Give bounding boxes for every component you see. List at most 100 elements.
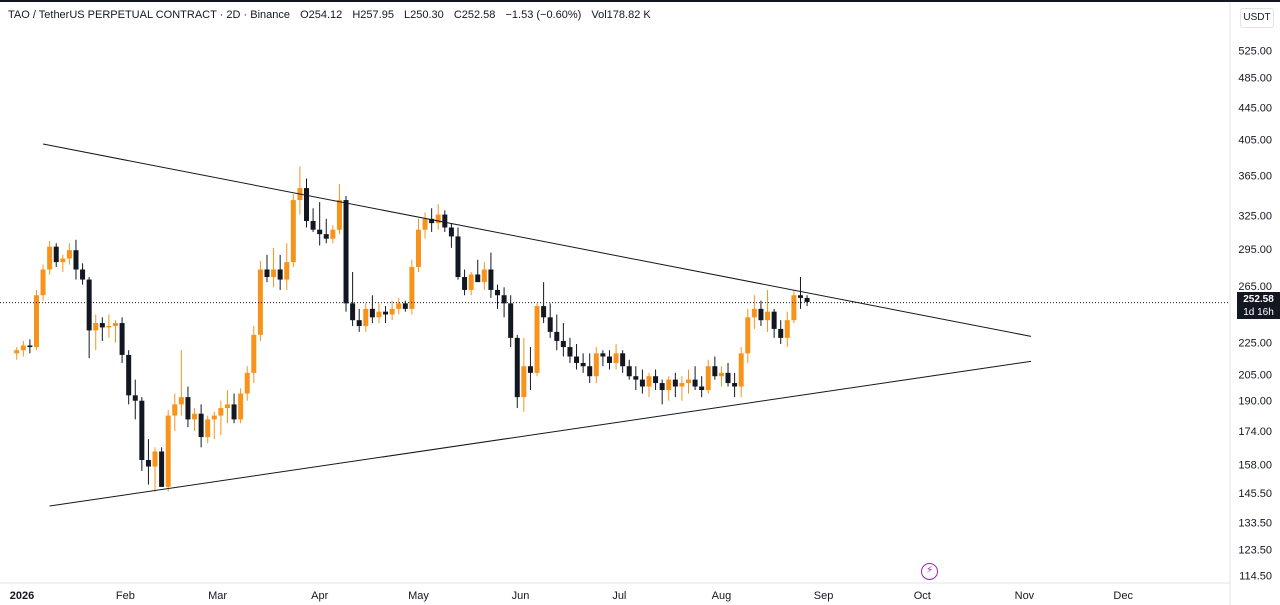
candle-body: [47, 246, 53, 270]
candle-body: [699, 386, 705, 391]
candle-body: [172, 404, 178, 416]
candle-body: [389, 308, 395, 315]
price-tick-label: 405.00: [1238, 135, 1272, 147]
candle-body: [784, 320, 790, 338]
candle-body: [606, 356, 612, 363]
candle-body: [797, 295, 803, 298]
candle-body: [383, 311, 389, 315]
price-axis[interactable]: 525.00 485.00 445.00 405.00 365.00 325.00 295.…: [1238, 45, 1272, 582]
candle-body: [350, 303, 356, 321]
time-tick-label: 2026: [10, 590, 34, 602]
candle-body: [659, 383, 665, 391]
candle-body: [422, 218, 428, 230]
candle-body: [633, 376, 639, 380]
price-tick-label: 114.50: [1239, 570, 1272, 582]
candle-body: [33, 295, 39, 348]
candle-body: [600, 353, 606, 357]
candle-body: [343, 200, 349, 304]
candle-body: [119, 323, 125, 355]
price-tick-label: 205.00: [1238, 370, 1272, 382]
candle-body: [587, 366, 593, 377]
candle-body: [271, 269, 277, 278]
candle-body: [547, 317, 553, 332]
candle-body: [593, 353, 599, 377]
last-price-value: 252.58: [1243, 294, 1274, 305]
open-value: O254.12: [300, 9, 343, 21]
candle-body: [284, 262, 290, 280]
candle-body: [290, 200, 296, 263]
candle-body: [60, 258, 66, 263]
candle-body: [113, 323, 119, 326]
time-tick-label: Sep: [814, 590, 834, 602]
candle-body: [409, 267, 415, 309]
time-tick-label: Oct: [914, 590, 931, 602]
price-tick-label: 485.00: [1238, 73, 1272, 85]
candle-body: [165, 415, 171, 487]
candle-body: [435, 214, 441, 224]
candle-body: [86, 279, 92, 331]
candle-body: [508, 303, 514, 338]
top-border: [0, 0, 1280, 2]
candle-body: [455, 236, 461, 278]
currency-unit-button[interactable]: USDT: [1240, 8, 1274, 28]
candle-body: [198, 413, 204, 438]
candle-body: [27, 345, 33, 348]
time-tick-label: Apr: [311, 590, 328, 602]
time-axis[interactable]: 2026 Feb Mar Apr May Jun Jul Aug Sep Oct Nov Dec: [10, 590, 1134, 602]
candle-body: [132, 395, 138, 401]
time-tick-label: Jun: [512, 590, 530, 602]
trendline[interactable]: [42, 143, 1032, 337]
candle-body: [376, 311, 382, 318]
candle-body: [686, 379, 692, 384]
candle-body: [251, 334, 257, 373]
candle-body: [363, 308, 369, 326]
candle-body: [244, 372, 250, 394]
axis-lines: [0, 2, 1231, 605]
candle-body: [20, 345, 26, 351]
candle-body: [738, 353, 744, 387]
lightning-icon[interactable]: ⚡: [921, 563, 938, 580]
candle-body: [646, 376, 652, 387]
price-tick-label: 145.50: [1238, 488, 1272, 500]
price-tick-label: 445.00: [1238, 102, 1272, 114]
candle-body: [527, 366, 533, 373]
close-value: C252.58: [453, 9, 496, 21]
trendline[interactable]: [49, 360, 1032, 507]
price-tick-label: 265.00: [1238, 281, 1272, 293]
candle-body: [356, 320, 362, 326]
candle-body: [224, 404, 230, 409]
candle-body: [475, 274, 481, 283]
candle-body: [330, 229, 336, 239]
candle-body: [541, 306, 547, 318]
candle-body: [732, 383, 738, 387]
candle-body: [751, 308, 757, 318]
candle-body: [126, 354, 132, 396]
candle-body: [396, 303, 402, 309]
price-tick-label: 525.00: [1238, 45, 1272, 57]
volume-value: Vol178.82 K: [591, 9, 651, 21]
time-tick-label: Jul: [612, 590, 626, 602]
candle-body: [145, 460, 151, 467]
candle-body: [495, 289, 501, 296]
candle-body: [462, 277, 468, 290]
price-tick-label: 325.00: [1238, 211, 1272, 223]
candle-body: [336, 200, 342, 230]
symbol-info[interactable]: TAO / TetherUS PERPETUAL CONTRACT · 2D ·…: [8, 9, 291, 21]
candle-body: [152, 451, 158, 467]
candle-body: [712, 366, 718, 377]
candle-body: [178, 397, 184, 405]
price-tick-label: 123.50: [1238, 544, 1272, 556]
candle-body: [639, 379, 645, 387]
candle-body: [554, 331, 560, 341]
candle-body: [231, 404, 237, 420]
candle-body: [626, 366, 632, 377]
candle-body: [277, 269, 283, 280]
trendlines[interactable]: [42, 143, 1032, 507]
price-tick-label: 133.50: [1238, 517, 1272, 529]
candle-body: [53, 246, 59, 263]
candle-body: [185, 397, 191, 420]
candle-body: [99, 323, 105, 328]
candle-body: [139, 400, 145, 461]
candle-body: [580, 362, 586, 367]
